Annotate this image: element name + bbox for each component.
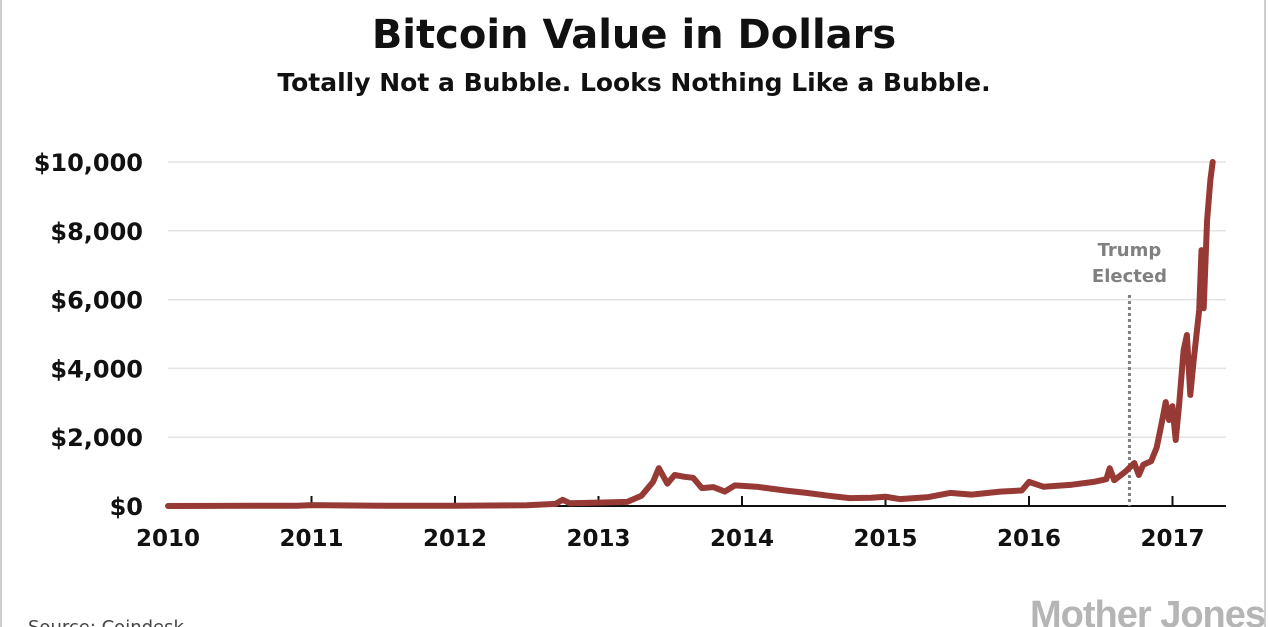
- y-tick-label: $6,000: [50, 287, 143, 315]
- chart-title: Bitcoin Value in Dollars: [371, 12, 897, 58]
- annotation-label: Elected: [1092, 266, 1167, 287]
- chart-subtitle: Totally Not a Bubble. Looks Nothing Like…: [277, 68, 991, 97]
- x-tick-label: 2011: [279, 526, 343, 552]
- y-tick-label: $10,000: [34, 149, 143, 177]
- mother-jones-logo: Mother Jones: [1030, 594, 1266, 627]
- y-tick-label: $0: [110, 493, 143, 521]
- x-tick-label: 2014: [710, 526, 774, 552]
- x-tick-label: 2010: [136, 526, 200, 552]
- x-tick-label: 2015: [853, 526, 917, 552]
- x-tick-label: 2016: [997, 526, 1061, 552]
- annotation-label: Trump: [1098, 240, 1162, 261]
- x-tick-label: 2012: [423, 526, 487, 552]
- x-tick-label: 2017: [1140, 526, 1204, 552]
- y-tick-label: $4,000: [50, 355, 143, 383]
- left-border: [0, 0, 2, 627]
- y-tick-label: $8,000: [50, 218, 143, 246]
- source-note: Source: Coindesk: [28, 617, 184, 627]
- x-tick-label: 2013: [566, 526, 630, 552]
- y-tick-label: $2,000: [50, 424, 143, 452]
- bitcoin-price-line: [165, 159, 1216, 509]
- right-border: [1264, 0, 1266, 627]
